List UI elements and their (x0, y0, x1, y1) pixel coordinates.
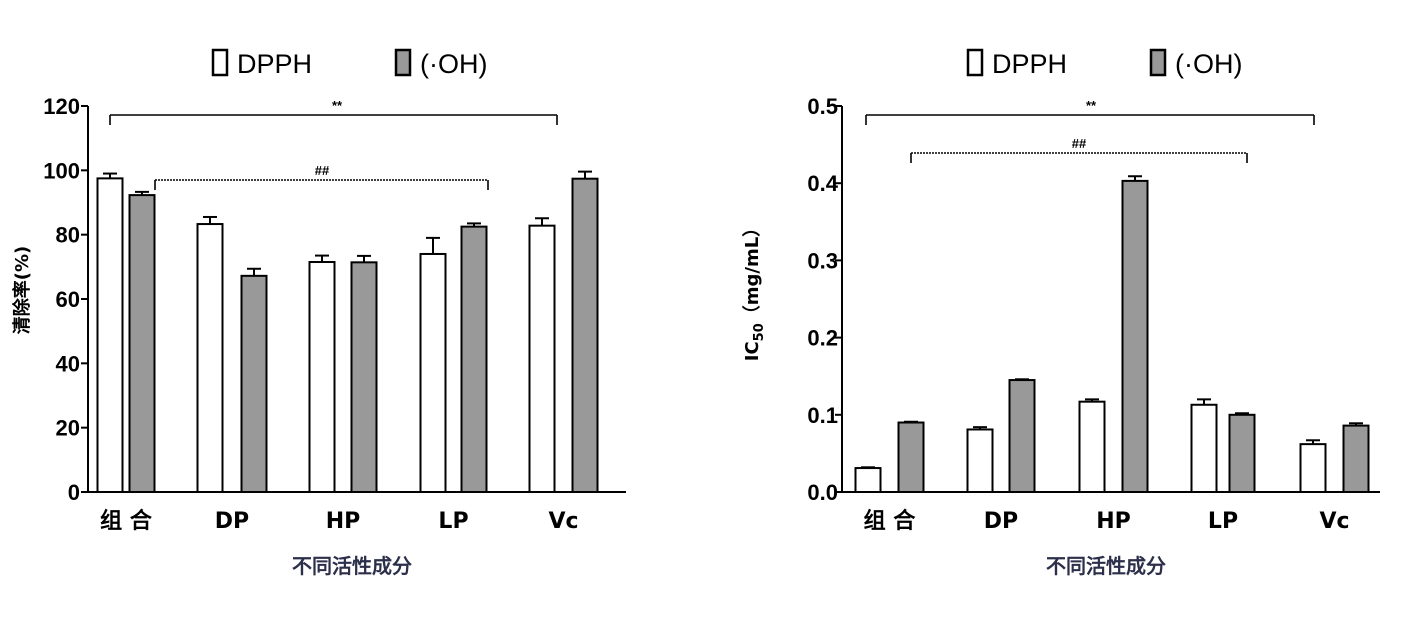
chart2-category-label: HP (1096, 509, 1131, 534)
chart1-y-tick-label: 80 (56, 223, 80, 248)
chart2-y-axis-title-main: IC (742, 341, 763, 361)
chart1-category-label: DP (215, 509, 249, 534)
chart1-y-tick-label: 40 (56, 351, 80, 376)
chart2-bar-s2-2 (1008, 379, 1036, 493)
chart2-bar-s1-4 (1190, 403, 1218, 494)
chart2-y-tick-label: 0.4 (807, 171, 838, 196)
chart1-category-label: LP (438, 509, 468, 534)
chart2-sig-label: ## (1072, 136, 1087, 151)
chart1-bar-s1-4 (419, 252, 447, 493)
chart1-y-tick-label: 60 (56, 287, 80, 312)
chart2-category-label: DP (984, 509, 1018, 534)
chart2-bar-s2-1 (897, 421, 925, 493)
chart1-panel: 0 20 40 60 80 100 120 组 合 DP HP LP Vc 不同活性成分 清除率(%) DP… (11, 48, 626, 578)
chart2-bar-s2-5 (1342, 424, 1370, 493)
chart1-y-tick-label: 20 (56, 416, 80, 441)
chart2-bar-s1-2 (966, 428, 994, 493)
chart1-y-tick-label: 100 (43, 158, 80, 183)
chart2-panel: 0.0 0.1 0.2 0.3 0.4 0.5 组 合 DP HP LP Vc 不同活性成分 IC50（… (742, 48, 1380, 578)
chart2-legend-label-1: DPPH (992, 49, 1067, 79)
chart1-bar-s2-4 (460, 225, 488, 493)
chart1-legend-swatch-1 (211, 48, 229, 77)
chart1-bar-s2-2 (240, 274, 268, 493)
chart2-category-label: LP (1208, 509, 1238, 534)
chart1-bar-s1-2 (196, 223, 224, 493)
chart2-legend-swatch-1 (966, 48, 984, 77)
chart1-x-axis-title: 不同活性成分 (292, 554, 412, 578)
chart2-sig-label: ** (1086, 98, 1097, 113)
chart1-legend-label-2: (·OH) (420, 49, 487, 79)
chart1-y-tick-label: 0 (68, 480, 80, 505)
chart1-y-tick-label: 120 (43, 94, 80, 119)
chart2-y-tick-label: 0.0 (807, 480, 838, 505)
chart2-y-axis-title-unit: （mg/mL） (742, 219, 763, 323)
chart2-y-tick-label: 0.5 (807, 94, 838, 119)
chart1-bar-s1-1 (96, 177, 124, 493)
chart1-bar-s2-5 (571, 177, 599, 494)
chart1-y-axis-title-main: 清除率(%) (11, 246, 33, 335)
chart1-category-label: Vc (548, 509, 578, 534)
chart1-bar-s2-1 (128, 194, 156, 494)
chart2-bar-s1-3 (1078, 400, 1106, 493)
chart1-sig-label: ## (315, 163, 330, 178)
chart1-category-label: HP (326, 509, 361, 534)
chart2-y-axis-title-subscript: 50 (752, 323, 767, 341)
chart2-y-axis-title: IC50（mg/mL） (742, 219, 767, 361)
chart2-y-tick-label: 0.1 (807, 403, 838, 428)
chart2-bar-s1-5 (1299, 443, 1327, 493)
chart2-legend-swatch-2 (1149, 48, 1167, 77)
chart2-category-label: 组 合 (864, 508, 917, 534)
chart2-bar-s2-4 (1228, 413, 1256, 493)
chart1-bar-s1-5 (528, 224, 556, 493)
chart2-y-tick-label: 0.3 (807, 248, 838, 273)
chart2-y-tick-label: 0.2 (807, 326, 838, 351)
chart1-y-axis-title: 清除率(%) (11, 246, 33, 335)
chart1-bar-s2-3 (350, 261, 378, 493)
chart2-x-axis-title: 不同活性成分 (1046, 554, 1166, 578)
chart2-category-label: Vc (1319, 509, 1349, 534)
chart1-category-label: 组 合 (100, 508, 153, 534)
chart1-bar-s1-3 (308, 261, 336, 493)
chart2-bar-s1-1 (854, 467, 882, 493)
chart1-legend-label-1: DPPH (237, 49, 312, 79)
chart2-legend-label-2: (·OH) (1175, 49, 1242, 79)
chart2-bar-s2-3 (1121, 179, 1149, 493)
chart1-legend-swatch-2 (394, 48, 412, 77)
chart1-sig-label: ** (332, 98, 343, 113)
